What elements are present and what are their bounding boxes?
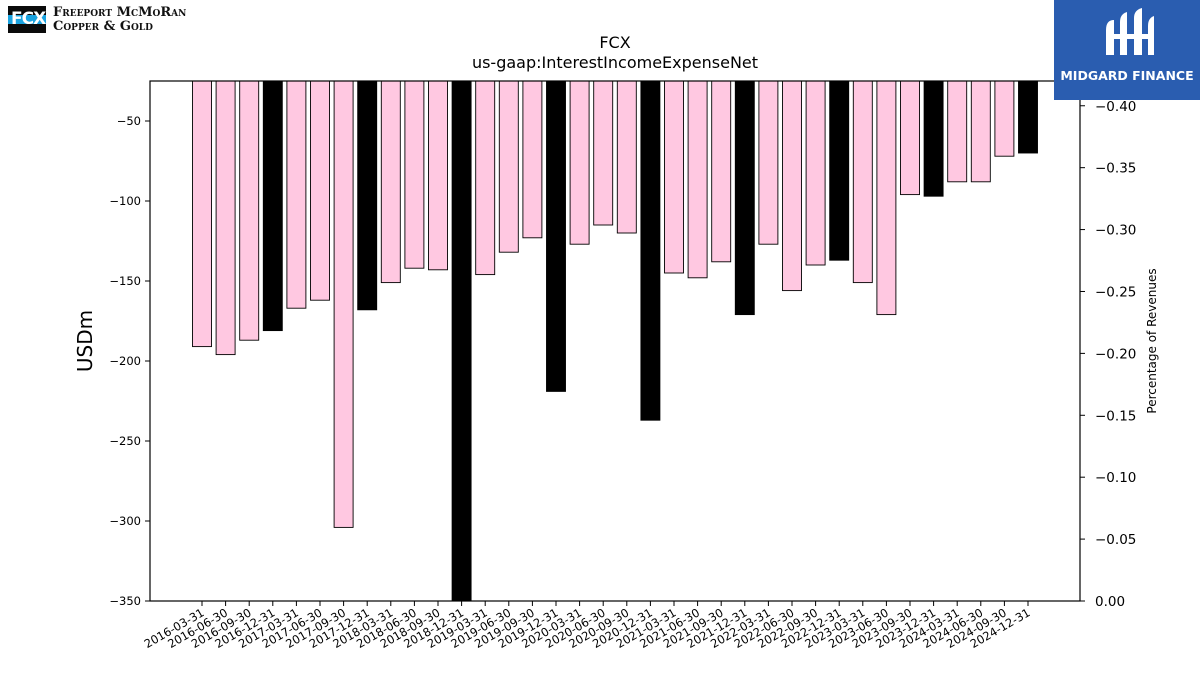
- y2-tick-label: −0.25: [1095, 284, 1136, 300]
- bar-2024-06-30: [970, 80, 991, 183]
- bar-2022-03-31: [758, 80, 779, 245]
- x-axis: 2016-03-312016-06-302016-09-302016-12-31…: [142, 601, 1033, 651]
- bar-2017-09-30: [333, 80, 354, 528]
- y2-tick-label: −0.05: [1095, 532, 1136, 548]
- bar-2019-06-30: [498, 80, 519, 253]
- bar-2017-12-31: [357, 80, 378, 311]
- bar-2018-03-31: [380, 80, 401, 284]
- bar-2023-03-31: [852, 80, 873, 284]
- bar-2021-06-30: [687, 80, 708, 279]
- bar-2023-09-30: [900, 80, 920, 196]
- y-tick-label: −50: [117, 114, 141, 128]
- y-axis-right: −0.40 −0.35 −0.30 −0.25 −0.20 −0.15 −0.10 −0.05…: [1080, 99, 1136, 610]
- bar-2022-09-30: [805, 80, 826, 266]
- bar-2016-12-31: [262, 80, 283, 332]
- y2-tick-label: −0.35: [1095, 161, 1136, 177]
- y-tick-label: −100: [109, 194, 141, 208]
- logo-line-2: Copper & Gold: [53, 19, 153, 34]
- chart-subtitle: us-gaap:InterestIncomeExpenseNet: [472, 53, 758, 72]
- bar-2020-12-31: [640, 80, 661, 421]
- bar-2018-06-30: [404, 80, 425, 269]
- y2-tick-label: −0.10: [1095, 470, 1136, 486]
- midgard-logo-mark-icon: [1106, 8, 1154, 55]
- bar-2019-09-30: [522, 80, 543, 239]
- chart-title: FCX: [599, 33, 630, 52]
- bar-2016-06-30: [215, 80, 236, 356]
- logo-company-name: Freeport McMoRan Copper & Gold: [53, 6, 186, 34]
- bar-2024-12-31: [1018, 80, 1038, 154]
- bar-2019-03-31: [475, 80, 496, 276]
- bar-2020-03-31: [569, 80, 590, 245]
- bar-2024-03-31: [947, 80, 968, 183]
- y-axis-label: USDm: [73, 310, 97, 372]
- y-tick-label: −200: [109, 354, 141, 368]
- bar-2021-12-31: [734, 80, 755, 316]
- y-tick-label: −250: [109, 434, 141, 448]
- y2-tick-label: −0.20: [1095, 346, 1136, 362]
- y2-tick-label: −0.40: [1095, 99, 1136, 115]
- bar-2020-09-30: [616, 80, 637, 234]
- logo-mark-text: FCX: [11, 9, 46, 29]
- y-tick-label: −300: [109, 514, 141, 528]
- logo-line-1: Freeport McMoRan: [53, 5, 187, 20]
- bar-2017-03-31: [286, 80, 307, 309]
- bar-2018-09-30: [428, 80, 448, 271]
- freeport-mcmoran-logo: FCX Freeport McMoRan Copper & Gold: [8, 6, 223, 40]
- y2-tick-label: 0.00: [1095, 594, 1125, 610]
- bar-2022-12-31: [829, 80, 850, 261]
- fcx-logo-mark: FCX: [8, 6, 46, 33]
- bar-2018-12-31: [451, 80, 472, 602]
- midgard-finance-logo: MIDGARD FINANCE: [1054, 0, 1200, 100]
- y2-tick-label: −0.15: [1095, 408, 1136, 424]
- bar-2016-03-31: [192, 80, 212, 348]
- y2-axis-label: Percentage of Revenues: [1145, 268, 1159, 413]
- bar-2020-06-30: [593, 80, 614, 226]
- y-tick-label: −350: [109, 594, 141, 608]
- bar-2024-09-30: [994, 80, 1015, 157]
- bar-2023-06-30: [876, 80, 897, 316]
- bar-2016-09-30: [239, 80, 260, 341]
- plot-frame: [149, 80, 1081, 602]
- bar-2017-06-30: [310, 80, 330, 301]
- bars: [192, 80, 1038, 602]
- bar-2022-06-30: [782, 80, 802, 292]
- bar-2019-12-31: [546, 80, 566, 392]
- bar-2021-09-30: [711, 80, 732, 263]
- y-axis-left: −50 −100 −150 −200 −250 −300 −350: [109, 114, 150, 608]
- bar-2023-12-31: [923, 80, 944, 197]
- bar-2021-03-31: [664, 80, 684, 274]
- midgard-logo-text: MIDGARD FINANCE: [1060, 68, 1194, 83]
- y2-tick-label: −0.30: [1095, 223, 1136, 239]
- y-tick-label: −150: [109, 274, 141, 288]
